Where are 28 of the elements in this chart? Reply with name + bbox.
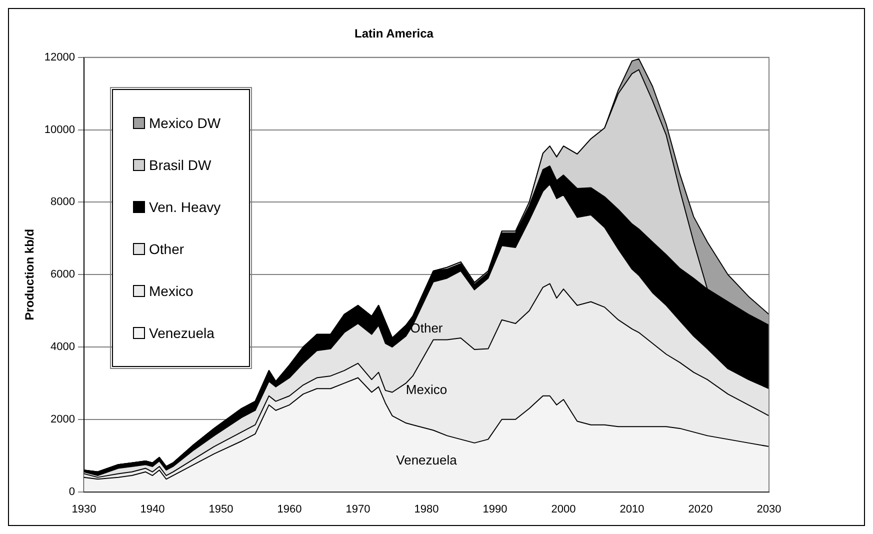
y-tick-label: 0 bbox=[68, 486, 75, 498]
chart-title: Latin America bbox=[354, 26, 434, 41]
x-tick-label: 1950 bbox=[208, 503, 234, 516]
legend-label: Mexico DW bbox=[149, 115, 221, 131]
x-tick-label: 2020 bbox=[688, 503, 713, 516]
annotation: Mexico bbox=[406, 382, 448, 398]
legend-label: Other bbox=[149, 241, 184, 257]
legend-label: Venezuela bbox=[149, 325, 214, 341]
x-tick-label: 1990 bbox=[482, 503, 508, 516]
annotation: Venezuela bbox=[396, 452, 458, 468]
legend-label: Brasil DW bbox=[149, 157, 212, 173]
legend-label: Mexico bbox=[149, 283, 194, 299]
legend-label: Ven. Heavy bbox=[149, 199, 221, 215]
x-tick-label: 1970 bbox=[346, 503, 370, 516]
x-tick-label: 1980 bbox=[414, 503, 439, 516]
x-tick-label: 2030 bbox=[756, 503, 782, 516]
x-tick-label: 1930 bbox=[72, 503, 96, 516]
y-tick-label: 10000 bbox=[44, 124, 75, 136]
y-axis-title: Production kb/d bbox=[22, 228, 37, 320]
x-tick-label: 2000 bbox=[551, 503, 576, 516]
x-tick-label: 2010 bbox=[620, 503, 644, 516]
x-tick-label: 1940 bbox=[140, 503, 165, 516]
y-tick-label: 2000 bbox=[50, 413, 75, 426]
y-tick-label: 12000 bbox=[44, 51, 75, 64]
y-tick-label: 8000 bbox=[50, 196, 75, 208]
y-tick-label: 4000 bbox=[50, 341, 75, 354]
y-tick-label: 6000 bbox=[50, 268, 75, 281]
x-tick-label: 1960 bbox=[277, 503, 302, 516]
